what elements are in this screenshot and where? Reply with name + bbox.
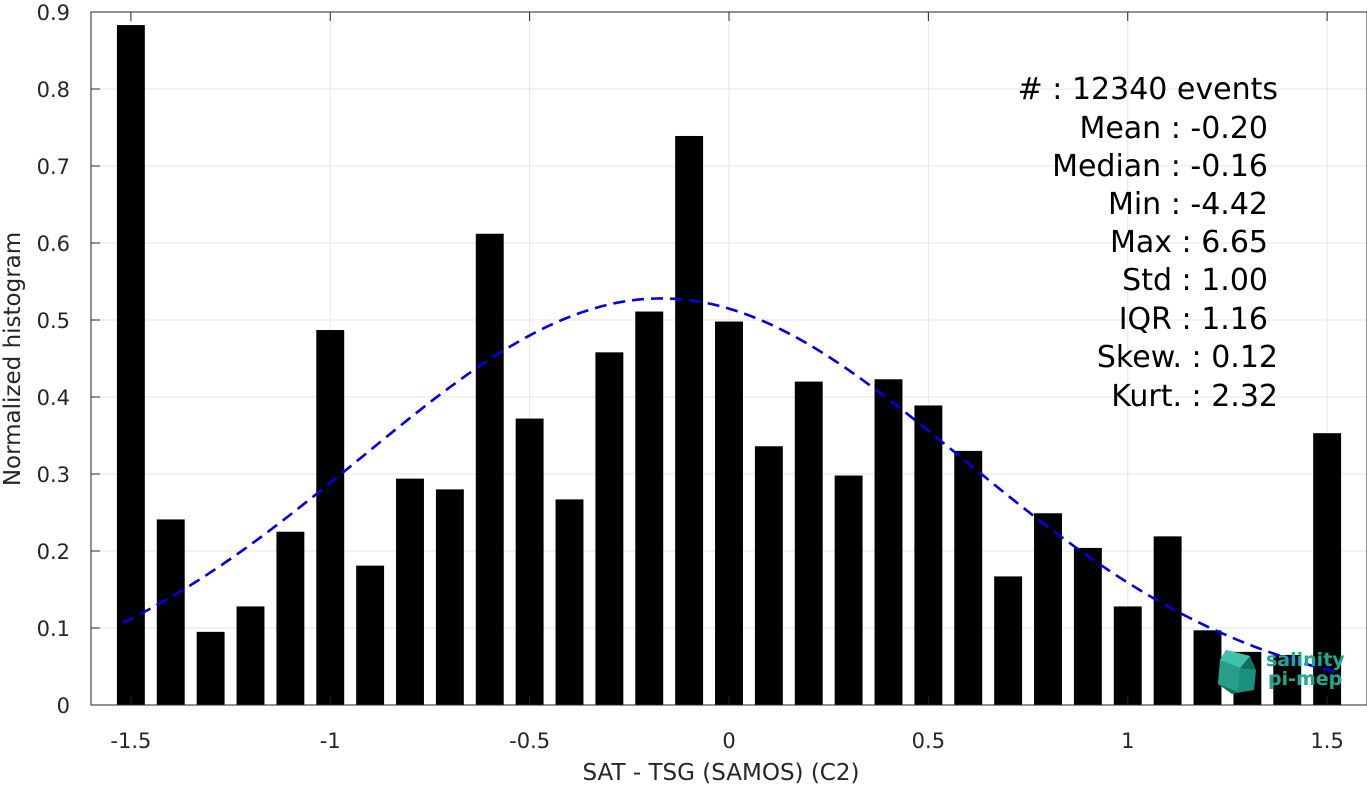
logo-text-pimep: pi-mep xyxy=(1268,668,1342,690)
histogram-bar xyxy=(754,446,783,705)
y-tick-label: 0.2 xyxy=(37,540,70,564)
histogram-bar xyxy=(914,405,943,705)
gaussian-fit-curve xyxy=(122,297,1336,674)
histogram-bar xyxy=(276,531,305,705)
x-tick-label: -0.5 xyxy=(509,729,550,753)
stats-std: Std : 1.00 xyxy=(1122,263,1268,298)
histogram-bar xyxy=(1034,513,1062,705)
salinity-pimep-logo: salinity pi-mep xyxy=(1218,649,1345,694)
histogram-bar xyxy=(994,576,1023,705)
y-tick-label: 0.4 xyxy=(37,386,70,410)
histogram-bar xyxy=(555,499,584,705)
stats-skew: Skew. : 0.12 xyxy=(1097,340,1278,375)
y-tick-label: 0.3 xyxy=(37,463,70,487)
y-tick-label: 0 xyxy=(57,694,70,718)
y-tick-label: 0.9 xyxy=(37,1,70,25)
x-tick-label: 1.5 xyxy=(1310,729,1343,753)
histogram-bar xyxy=(1313,433,1342,705)
histogram-bar xyxy=(834,475,863,705)
y-tick-label: 0.7 xyxy=(37,155,70,179)
x-tick-label: 0.5 xyxy=(912,729,945,753)
x-tick-labels: -1.5 -1 -0.5 0 0.5 1 1.5 xyxy=(110,729,1343,753)
histogram-bar xyxy=(1113,606,1142,705)
stats-kurt: Kurt. : 2.32 xyxy=(1111,379,1278,414)
stats-events: # : 12340 events xyxy=(1018,72,1278,107)
x-tick-label: -1 xyxy=(320,729,341,753)
gaussian-fit-line xyxy=(122,297,1336,674)
histogram-bar xyxy=(794,381,823,705)
histogram-bar xyxy=(236,606,265,705)
histogram-bar xyxy=(675,135,704,706)
stats-min: Min : -4.42 xyxy=(1108,187,1268,222)
x-tick-label: -1.5 xyxy=(110,729,151,753)
histogram-bar xyxy=(715,321,743,705)
x-axis-label: SAT - TSG (SAMOS) (C2) xyxy=(583,760,860,785)
y-tick-labels: 0 0.1 0.2 0.3 0.4 0.5 0.6 0.7 0.8 0.9 xyxy=(37,1,70,718)
stats-median: Median : -0.16 xyxy=(1052,149,1268,184)
histogram-bar xyxy=(435,489,464,705)
histogram-bar xyxy=(515,418,544,705)
histogram-bar xyxy=(116,25,145,705)
histogram-bar xyxy=(1073,547,1102,705)
y-tick-label: 0.6 xyxy=(37,232,70,256)
y-tick-label: 0.8 xyxy=(37,78,70,102)
x-tick-label: 0 xyxy=(722,729,735,753)
stats-max: Max : 6.65 xyxy=(1110,225,1268,260)
y-tick-label: 0.5 xyxy=(37,309,70,333)
histogram-bar xyxy=(396,478,424,705)
histogram-bar xyxy=(1153,536,1182,705)
histogram-bar xyxy=(316,330,345,705)
histogram-bar xyxy=(874,379,903,705)
histogram-bar xyxy=(156,519,185,705)
y-tick-label: 0.1 xyxy=(37,617,70,641)
logo-text-salinity: salinity xyxy=(1266,649,1345,671)
histogram-bar xyxy=(635,311,664,705)
histogram-bars xyxy=(116,25,1342,706)
histogram-bar xyxy=(1273,654,1302,705)
cube-icon xyxy=(1218,650,1256,694)
stats-iqr: IQR : 1.16 xyxy=(1119,302,1268,337)
histogram-bar xyxy=(475,233,504,705)
histogram-bar xyxy=(1193,630,1222,705)
axis-ticks xyxy=(91,11,1328,706)
histogram-bar xyxy=(954,450,983,705)
y-axis-label: Normalized histogram xyxy=(0,232,26,486)
stats-box: # : 12340 events Mean : -0.20 Median : -… xyxy=(1018,72,1278,414)
histogram-bar xyxy=(595,352,624,705)
histogram-bar xyxy=(356,565,385,705)
stats-mean: Mean : -0.20 xyxy=(1079,111,1268,146)
x-tick-label: 1 xyxy=(1121,729,1134,753)
histogram-bar xyxy=(196,631,225,705)
